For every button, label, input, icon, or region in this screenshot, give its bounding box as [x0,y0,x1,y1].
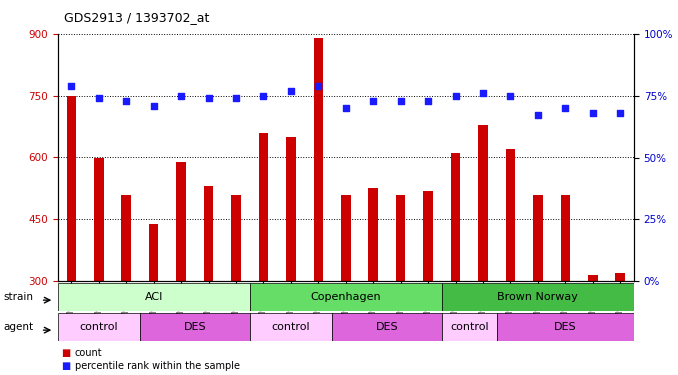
Bar [616,273,625,281]
Bar [250,313,332,341]
Text: control: control [450,322,489,332]
Bar [176,162,186,281]
Point [121,98,132,104]
Point [148,102,159,108]
Bar [341,195,351,281]
Text: ■: ■ [61,348,71,358]
Bar [442,313,497,341]
Text: ■: ■ [61,361,71,370]
Text: agent: agent [3,322,33,332]
Point [231,95,241,101]
Point [176,93,186,99]
Point [285,88,296,94]
Bar [94,158,104,281]
Bar [286,137,296,281]
Bar [588,275,597,281]
Bar [58,313,140,341]
Bar [332,313,442,341]
Point [477,90,488,96]
Text: strain: strain [3,292,33,302]
Text: control: control [79,322,118,332]
Point [615,110,626,116]
Bar [478,124,487,281]
Bar [149,224,159,281]
Bar [533,195,542,281]
Bar [368,188,378,281]
Bar [396,195,405,281]
Text: DES: DES [554,322,576,332]
Bar [258,133,268,281]
Point [313,83,324,89]
Text: DES: DES [376,322,398,332]
Point [532,112,543,118]
Text: DES: DES [184,322,206,332]
Bar [451,153,460,281]
Text: GDS2913 / 1393702_at: GDS2913 / 1393702_at [64,11,210,24]
Point [505,93,516,99]
Point [66,83,77,89]
Bar [58,283,250,311]
Text: count: count [75,348,102,358]
Point [560,105,571,111]
Bar [497,313,634,341]
Text: percentile rank within the sample: percentile rank within the sample [75,361,239,370]
Point [94,95,104,101]
Bar [204,186,214,281]
Point [450,93,461,99]
Bar [250,283,442,311]
Bar [313,38,323,281]
Text: ACI: ACI [144,292,163,302]
Bar [561,195,570,281]
Point [395,98,406,104]
Bar [506,149,515,281]
Point [203,95,214,101]
Text: control: control [272,322,311,332]
Point [422,98,433,104]
Bar [423,190,433,281]
Point [587,110,598,116]
Point [367,98,378,104]
Text: Brown Norway: Brown Norway [498,292,578,302]
Bar [121,195,131,281]
Point [340,105,351,111]
Bar [442,283,634,311]
Bar [66,96,76,281]
Text: Copenhagen: Copenhagen [311,292,381,302]
Bar [140,313,250,341]
Bar [231,195,241,281]
Point [258,93,269,99]
